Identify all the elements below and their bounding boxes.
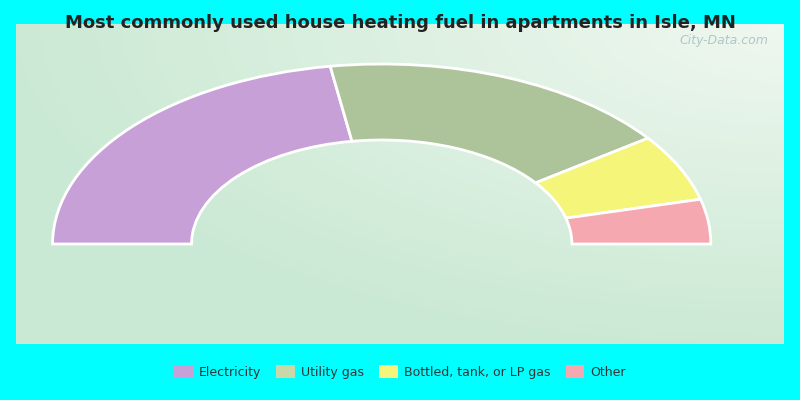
Wedge shape [535, 138, 701, 218]
Legend: Electricity, Utility gas, Bottled, tank, or LP gas, Other: Electricity, Utility gas, Bottled, tank,… [169, 360, 631, 384]
Text: Most commonly used house heating fuel in apartments in Isle, MN: Most commonly used house heating fuel in… [65, 14, 735, 32]
Wedge shape [53, 66, 352, 244]
Wedge shape [566, 199, 711, 244]
Wedge shape [330, 64, 648, 183]
Text: City-Data.com: City-Data.com [680, 34, 769, 47]
